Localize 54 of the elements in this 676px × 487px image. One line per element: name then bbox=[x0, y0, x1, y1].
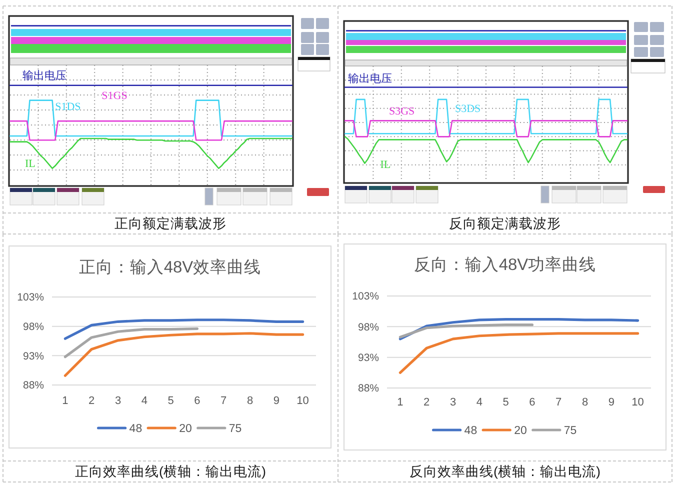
line-series bbox=[398, 318, 640, 340]
x-tick-label: 2 bbox=[424, 396, 430, 408]
legend-label: 75 bbox=[228, 423, 242, 435]
x-tick-label: 1 bbox=[62, 395, 68, 407]
series-label: S1GS bbox=[102, 90, 128, 102]
x-tick-label: 4 bbox=[476, 396, 482, 408]
legend-label: 75 bbox=[564, 425, 577, 437]
x-tick-label: 9 bbox=[273, 395, 280, 407]
x-tick-label: 3 bbox=[450, 396, 456, 408]
legend-label: 48 bbox=[129, 423, 142, 435]
x-tick-label: 4 bbox=[141, 395, 148, 407]
line-series bbox=[398, 324, 534, 338]
y-tick-label: 98% bbox=[358, 321, 379, 334]
line-series bbox=[398, 332, 640, 374]
x-tick-label: 6 bbox=[194, 395, 200, 407]
y-tick-label: 93% bbox=[22, 350, 44, 362]
y-tick-label: 103% bbox=[352, 290, 379, 303]
x-tick-label: 7 bbox=[220, 395, 227, 407]
x-tick-label: 8 bbox=[246, 395, 254, 407]
legend-label: 48 bbox=[464, 425, 478, 437]
x-tick-label: 6 bbox=[529, 396, 536, 408]
x-tick-label: 10 bbox=[632, 396, 644, 408]
text: 反向效率曲线(横轴：输出电流) bbox=[410, 464, 600, 479]
x-tick-label: 5 bbox=[168, 395, 174, 407]
series-label: 输出电压 bbox=[348, 72, 392, 86]
y-tick-label: 88% bbox=[358, 382, 379, 395]
chart-title: 正向：输入48V效率曲线 bbox=[78, 258, 262, 276]
series-label: IL bbox=[24, 158, 36, 170]
y-tick-label: 93% bbox=[358, 352, 379, 364]
series-label: S3DS bbox=[454, 102, 481, 115]
x-tick-label: 5 bbox=[502, 396, 509, 408]
chart-title: 反向：输入48V功率曲线 bbox=[414, 255, 596, 274]
text: 反向额定满载波形 bbox=[449, 216, 561, 231]
series-label: IL bbox=[380, 158, 391, 171]
x-tick-label: 7 bbox=[556, 396, 562, 408]
series-label: 输出电压 bbox=[22, 69, 67, 82]
text: 正向效率曲线(横轴：输出电流) bbox=[75, 464, 266, 479]
x-tick-label: 1 bbox=[397, 396, 404, 408]
x-tick-label: 3 bbox=[114, 395, 122, 407]
x-tick-label: 2 bbox=[88, 395, 95, 407]
legend-label: 20 bbox=[179, 423, 192, 435]
series-label: S3GS bbox=[388, 106, 415, 118]
line-series bbox=[64, 318, 304, 340]
text: 正向额定满载波形 bbox=[114, 216, 226, 231]
x-tick-label: 10 bbox=[296, 395, 309, 407]
y-tick-label: 98% bbox=[22, 320, 44, 333]
line-series bbox=[64, 332, 304, 377]
x-tick-label: 8 bbox=[582, 396, 588, 408]
series-label: S1DS bbox=[55, 101, 81, 113]
legend-label: 20 bbox=[514, 425, 527, 437]
y-tick-label: 88% bbox=[22, 380, 44, 392]
x-tick-label: 9 bbox=[608, 396, 614, 408]
line-series bbox=[64, 327, 198, 358]
y-tick-label: 103% bbox=[17, 292, 44, 304]
